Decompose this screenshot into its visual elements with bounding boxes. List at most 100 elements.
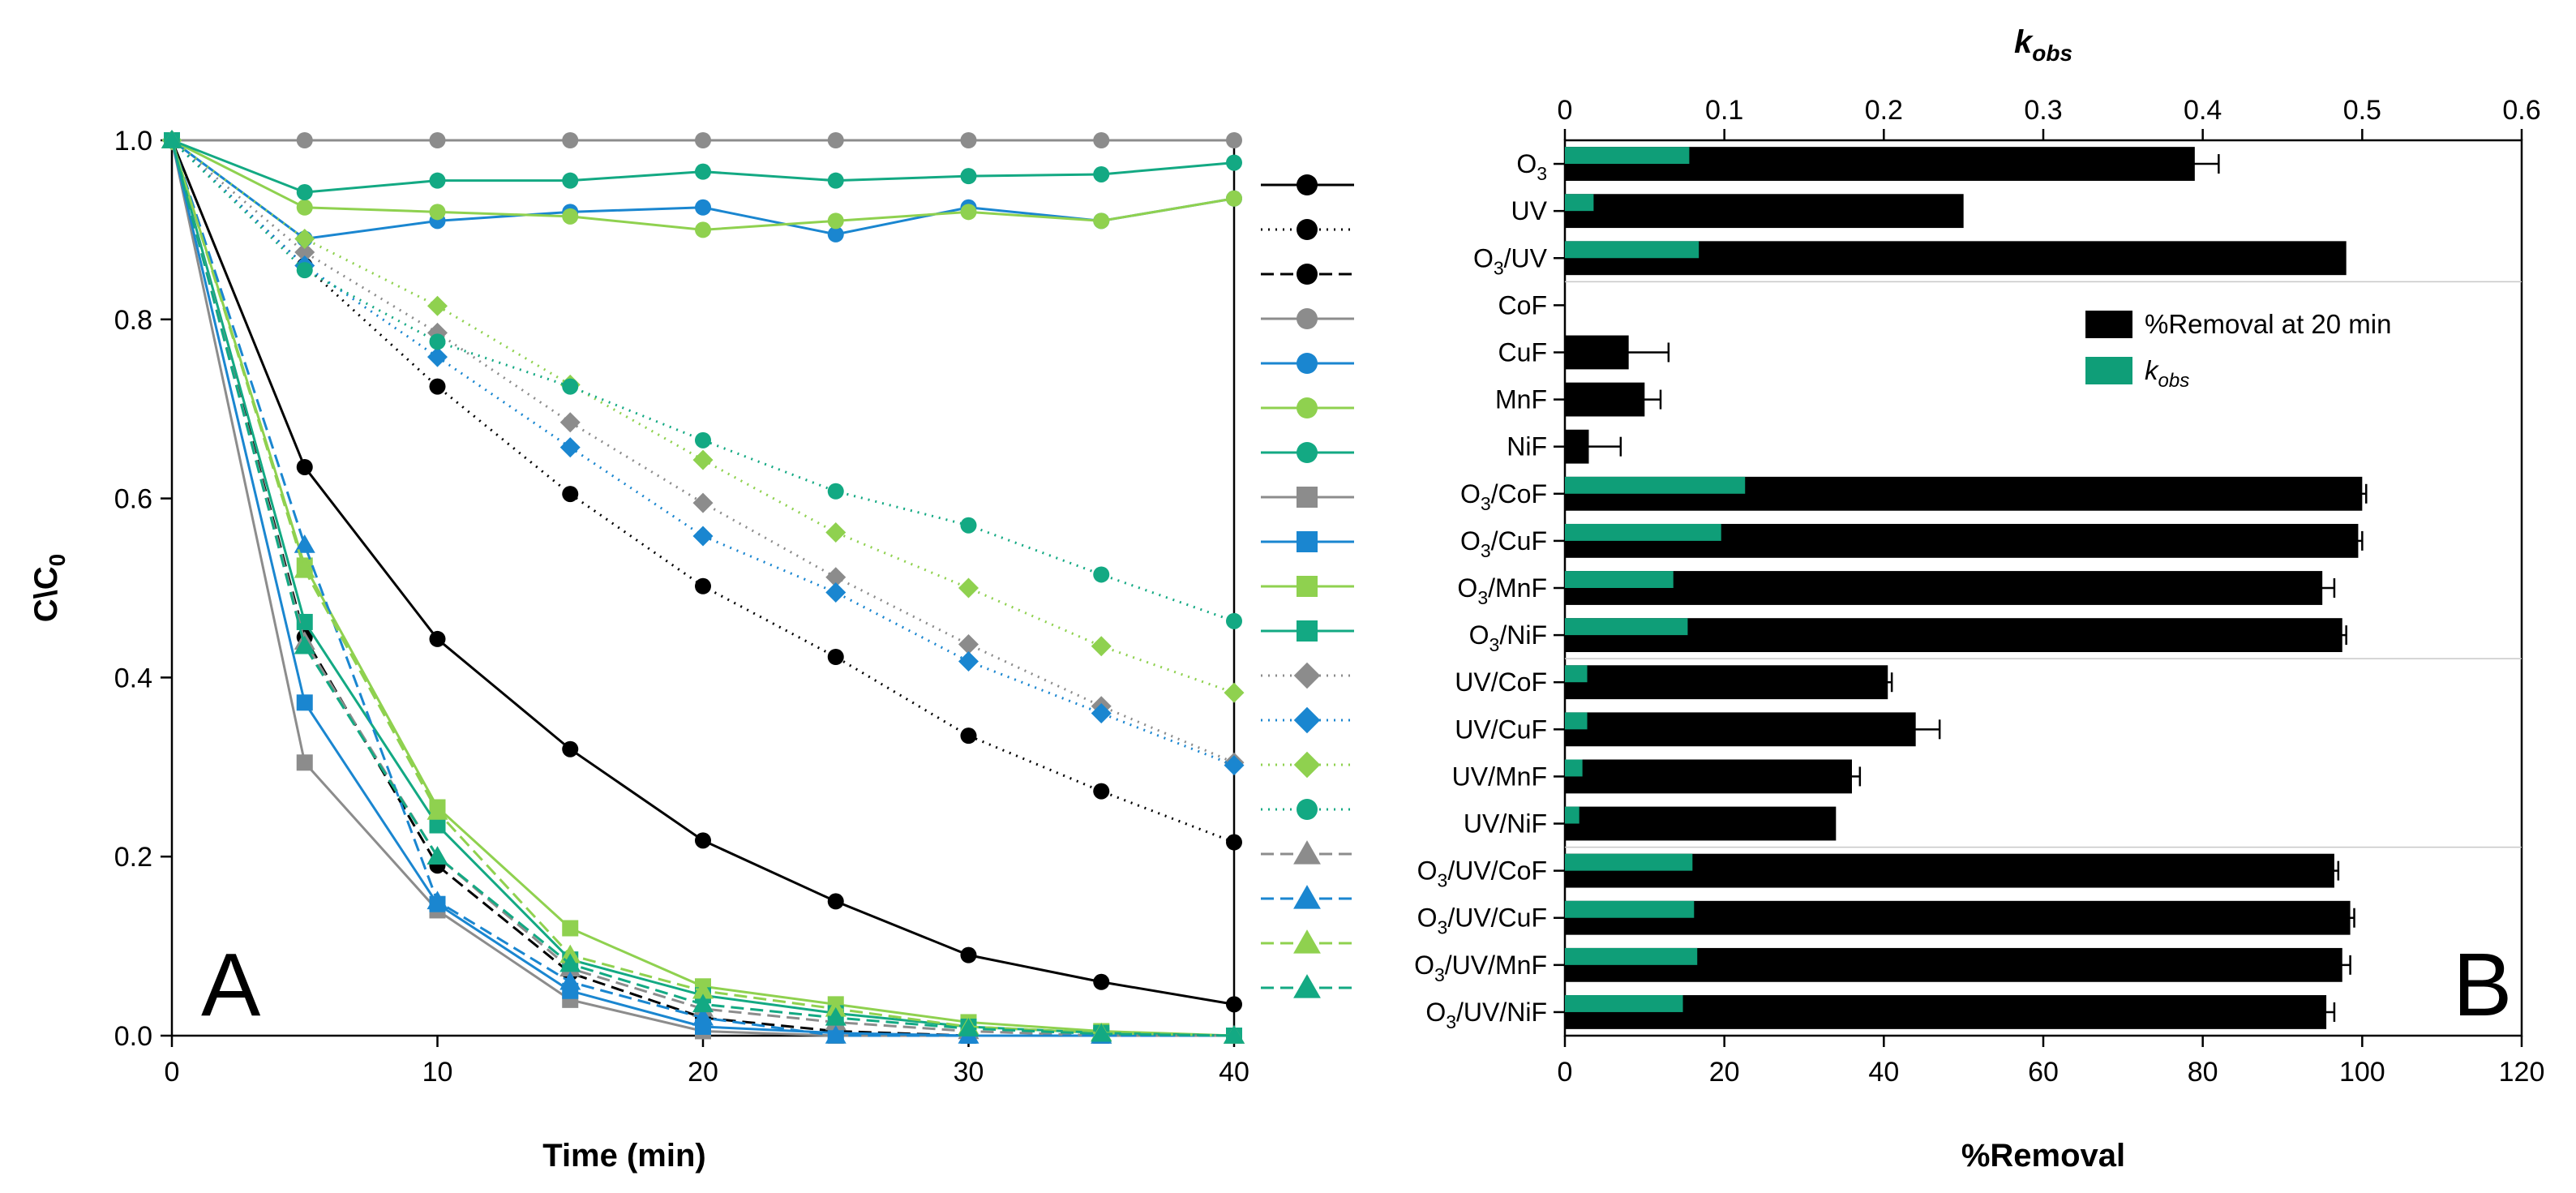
category-label: O3/CuF: [1460, 526, 1547, 561]
removal-bar: [1565, 618, 2342, 653]
kobs-bar: [1565, 476, 1746, 494]
data-point: [1224, 1025, 1245, 1044]
data-point: [827, 225, 844, 242]
data-point: [161, 130, 182, 148]
data-point: [827, 132, 844, 148]
category-label: NiF: [1507, 432, 1547, 461]
data-point: [559, 437, 581, 458]
data-point: [1224, 682, 1245, 703]
series-line: [170, 139, 1235, 843]
panel-b-bottom-tick-label: 0: [1558, 1057, 1573, 1088]
removal-bar: [1565, 806, 1837, 841]
panel-b-top-tick-label: 0.4: [2184, 95, 2222, 126]
category-label: O3/UV: [1473, 243, 1548, 278]
legend-marker: [1297, 487, 1318, 508]
legend-marker: [1297, 531, 1318, 552]
legend-marker: [1297, 397, 1318, 418]
data-point: [562, 378, 579, 395]
data-point: [1091, 636, 1112, 657]
data-point: [960, 727, 977, 745]
category-label: O3/MnF: [1457, 573, 1547, 608]
panel-b-legend: %Removal at 20 min kobs: [2085, 309, 2391, 392]
data-point: [695, 199, 711, 216]
data-point: [1226, 834, 1242, 851]
panel-a-x-tick-label: 0: [165, 1057, 180, 1088]
legend-marker: [1297, 174, 1318, 195]
data-point: [692, 526, 714, 547]
kobs-bar: [1565, 900, 1695, 918]
data-point: [562, 208, 579, 225]
category-label: O3/UV/NiF: [1425, 998, 1547, 1032]
data-point: [1226, 132, 1242, 148]
data-point: [692, 993, 714, 1013]
data-point: [296, 694, 313, 711]
data-point: [692, 980, 714, 999]
data-point: [429, 630, 446, 647]
data-point: [426, 801, 448, 820]
legend-kobs-label: kobs: [2145, 355, 2189, 392]
data-point: [827, 483, 844, 500]
kobs-bar: [1565, 571, 1674, 588]
legend-marker: [1297, 799, 1318, 820]
data-point: [429, 132, 446, 148]
kobs-bar: [1565, 194, 1594, 212]
legend-removal-label: %Removal at 20 min: [2145, 309, 2391, 339]
panel-a-x-tick-label: 30: [954, 1057, 984, 1088]
data-point: [296, 132, 313, 148]
kobs-bar: [1565, 147, 1690, 165]
data-point: [1093, 973, 1110, 990]
legend-marker: [1293, 974, 1321, 998]
data-point: [827, 893, 844, 910]
panel-b-letter: B: [2453, 935, 2512, 1035]
legend-marker: [1293, 662, 1321, 689]
data-point: [960, 946, 977, 963]
data-point: [958, 651, 979, 672]
category-label: MnF: [1495, 385, 1547, 414]
category-label: O3/NiF: [1469, 620, 1547, 655]
series-line: [170, 139, 1235, 623]
data-point: [427, 295, 448, 316]
panel-a-y-label-main: C\C: [28, 566, 64, 622]
data-point: [1093, 165, 1110, 182]
data-point: [695, 163, 711, 180]
panel-b-top-label-sub: obs: [2032, 41, 2072, 66]
removal-bar: [1565, 900, 2351, 935]
data-point: [825, 582, 847, 603]
data-point: [559, 971, 581, 990]
data-point: [692, 492, 714, 513]
data-point: [825, 1006, 847, 1026]
legend-marker: [1297, 219, 1318, 240]
data-point: [1226, 996, 1242, 1013]
category-label: O3/UV/CuF: [1417, 903, 1547, 938]
panel-b-top-tick-label: 0: [1558, 95, 1573, 126]
data-point: [960, 517, 977, 534]
data-point: [958, 1018, 979, 1036]
data-point: [562, 486, 579, 503]
panel-b-top-tick-label: 0.3: [2024, 95, 2062, 126]
kobs-bar: [1565, 241, 1699, 259]
category-label: CoF: [1498, 290, 1547, 320]
panel-a-y-tick-label: 0.0: [114, 1021, 152, 1052]
data-point: [294, 559, 315, 578]
data-point: [1226, 612, 1242, 629]
kobs-bar: [1565, 712, 1588, 730]
panel-a-y-tick-label: 0.6: [114, 484, 152, 515]
panel-b-bottom-tick-label: 20: [1709, 1057, 1740, 1088]
panel-a-y-label-sub: 0: [45, 554, 70, 567]
legend-marker: [1297, 308, 1318, 329]
panel-a-chart: 0 10 20 30 40 0.0 0.2 0.4 0.6 0.8 1.0 Time (min) C…: [28, 126, 1354, 1174]
data-point: [296, 754, 313, 771]
legend-marker: [1297, 620, 1318, 642]
panel-a-y-tick-label: 1.0: [114, 126, 152, 157]
data-point: [429, 817, 446, 834]
removal-bar: [1565, 995, 2327, 1029]
data-point: [1226, 154, 1242, 171]
category-label: O3: [1516, 149, 1547, 184]
data-point: [827, 649, 844, 666]
panel-a-series: [161, 130, 1245, 1044]
data-point: [294, 242, 315, 263]
panel-a-legend: [1261, 174, 1354, 998]
panel-b-top-tick-label: 0.1: [1705, 95, 1743, 126]
